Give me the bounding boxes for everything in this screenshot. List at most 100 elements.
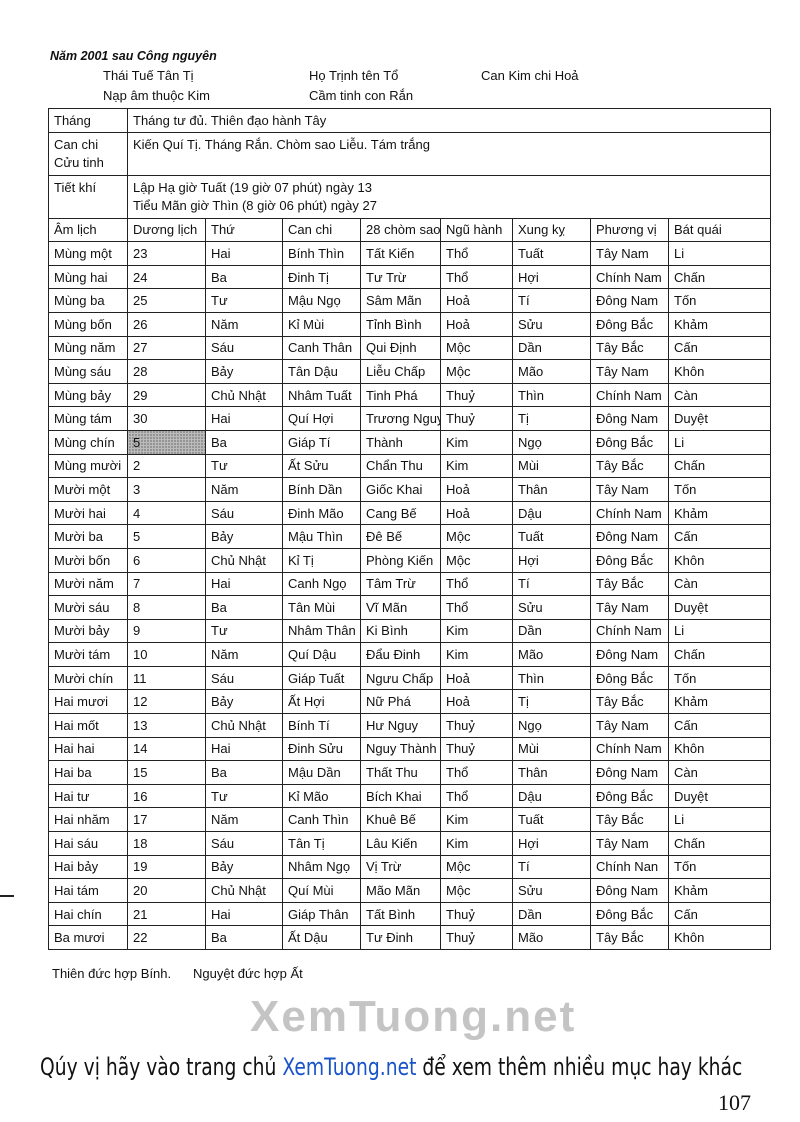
cell-duong-lich: 11 (127, 665, 206, 691)
cell-chom-sao: Khuê Bế (360, 807, 441, 833)
cell-bat-quai: Li (668, 429, 771, 455)
cell-can-chi: Đinh Sửu (282, 736, 361, 762)
cell-chom-sao: Chẩn Thu (360, 453, 441, 479)
cell-xung-ky: Thân (512, 760, 591, 785)
cell-bat-quai: Duyệt (668, 783, 771, 809)
margin-mark (0, 895, 14, 897)
cell-chom-sao: Tinh Phá (360, 382, 441, 408)
cell-phuong-vi: Đông Nam (590, 642, 669, 667)
cell-phuong-vi: Đông Nam (590, 878, 669, 903)
cell-xung-ky: Mão (512, 642, 591, 667)
cell-can-chi: Mậu Thìn (282, 524, 361, 549)
cell-thu: Ba (205, 264, 283, 290)
cell-bat-quai: Tốn (668, 665, 771, 691)
cell-bat-quai: Duyệt (668, 406, 771, 431)
cell-xung-ky: Thìn (512, 665, 591, 691)
cell-bat-quai: Chấn (668, 831, 771, 856)
table-row: Hai ba 15 Ba Mậu Dần Thất Thu Thổ Thân Đông Nam… (48, 760, 771, 785)
cell-ngu-hanh: Thổ (440, 595, 513, 620)
table-row: Mười bốn 6 Chủ Nhật Kỉ Tị Phòng Kiến Mộc Hợi Đô… (48, 547, 771, 573)
cell-phuong-vi: Tây Nam (590, 477, 669, 502)
cell-chom-sao: Nguy Thành (360, 736, 441, 762)
table-row: Mùng chín 5 Ba Giáp Tí Thành Kim Ngọ Đông Bắc Li (48, 429, 771, 455)
table-row: Mùng tám 30 Hai Quí Hợi Trương Nguy Thuỷ Tị Đôn… (48, 406, 771, 431)
cell-can-chi: Bính Tí (282, 713, 361, 738)
cell-am-lich: Mùng một (48, 241, 128, 266)
canchi-label-1: Can chi (54, 136, 99, 152)
cell-ngu-hanh: Kim (440, 618, 513, 644)
table-row: Hai chín 21 Hai Giáp Thân Tất Bình Thuỷ Dần Đôn… (48, 901, 771, 927)
cell-chom-sao: Đê Bế (360, 524, 441, 549)
cell-can-chi: Nhâm Thân (282, 618, 361, 644)
cell-thu: Hai (205, 571, 283, 597)
cell-duong-lich: 25 (127, 288, 206, 313)
cell-phuong-vi: Chính Nam (590, 736, 669, 762)
table-row: Mười một 3 Năm Bính Dần Giốc Khai Hoả Thân Tây … (48, 477, 771, 502)
year-title: Năm 2001 sau Công nguyên (50, 49, 217, 63)
cell-ngu-hanh: Kim (440, 642, 513, 667)
footer-link[interactable]: XemTuong.net (282, 1053, 417, 1081)
cell-thu: Sáu (205, 335, 283, 361)
cell-bat-quai: Duyệt (668, 595, 771, 620)
cell-xung-ky: Ngọ (512, 429, 591, 455)
header-xung-ky: Xung kỵ (512, 217, 591, 243)
cell-chom-sao: Hư Nguy (360, 713, 441, 738)
cell-ngu-hanh: Thổ (440, 760, 513, 785)
cell-xung-ky: Mùi (512, 453, 591, 479)
cell-duong-lich: 19 (127, 854, 206, 880)
header-chom-sao: 28 chòm sao (360, 217, 441, 243)
cell-xung-ky: Dậu (512, 783, 591, 809)
cell-ngu-hanh: Mộc (440, 359, 513, 384)
cell-am-lich: Ba mươi (48, 925, 128, 950)
cell-can-chi: Ất Hợi (282, 689, 361, 715)
cell-chom-sao: Sâm Mãn (360, 288, 441, 313)
watermark: XemTuong.net (250, 992, 577, 1041)
cell-duong-lich: 12 (127, 689, 206, 715)
table-row: Hai nhăm 17 Năm Canh Thìn Khuê Bế Kim Tuất Tây … (48, 807, 771, 833)
cell-can-chi: Giáp Thân (282, 901, 361, 927)
cell-xung-ky: Dần (512, 335, 591, 361)
cell-duong-lich: 20 (127, 878, 206, 903)
header-thu: Thứ (205, 217, 283, 243)
cell-duong-lich: 28 (127, 359, 206, 384)
cell-bat-quai: Chấn (668, 453, 771, 479)
cell-phuong-vi: Tây Bắc (590, 335, 669, 361)
cell-ngu-hanh: Thuỷ (440, 901, 513, 927)
page-number: 107 (718, 1090, 751, 1115)
cell-phuong-vi: Tây Nam (590, 241, 669, 266)
month-label: Tháng (48, 108, 128, 133)
cell-thu: Bảy (205, 359, 283, 384)
cell-am-lich: Mùng hai (48, 264, 128, 290)
cell-xung-ky: Hợi (512, 264, 591, 290)
cell-xung-ky: Thìn (512, 382, 591, 408)
cell-can-chi: Bính Dần (282, 477, 361, 502)
cell-phuong-vi: Tây Bắc (590, 571, 669, 597)
cell-phuong-vi: Tây Bắc (590, 925, 669, 950)
cell-xung-ky: Dần (512, 901, 591, 927)
cell-xung-ky: Tị (512, 406, 591, 431)
cell-xung-ky: Tuất (512, 524, 591, 549)
cell-bat-quai: Cấn (668, 335, 771, 361)
cell-xung-ky: Tuất (512, 807, 591, 833)
cell-ngu-hanh: Hoả (440, 477, 513, 502)
table-row: Hai mốt 13 Chủ Nhật Bính Tí Hư Nguy Thuỷ Ngọ Tâ… (48, 713, 771, 738)
thien-duc-note: Thiên đức hợp Bính. (52, 966, 172, 981)
cell-phuong-vi: Tây Nam (590, 831, 669, 856)
canchi-value: Kiến Quí Tị. Tháng Rắn. Chòm sao Liễu. T… (127, 131, 771, 176)
cell-can-chi: Giáp Tí (282, 429, 361, 455)
table-row: Mùng hai 24 Ba Đinh Tị Tư Trừ Thổ Hợi Chính Nam… (48, 264, 771, 290)
cell-duong-lich: 22 (127, 925, 206, 950)
table-row: Mười chín 11 Sáu Giáp Tuất Ngưu Chấp Hoả Thìn Đ… (48, 665, 771, 691)
table-row: Mười năm 7 Hai Canh Ngọ Tâm Trừ Thổ Tí Tây Bắc C… (48, 571, 771, 597)
ho-ten: Họ Trịnh tên Tổ (309, 68, 399, 83)
cell-can-chi: Nhâm Ngọ (282, 854, 361, 880)
table-row: Hai hai 14 Hai Đinh Sửu Nguy Thành Thuỷ Mùi Chí… (48, 736, 771, 762)
table-row: Hai sáu 18 Sáu Tân Tị Lâu Kiến Kim Hợi Tây Nam C… (48, 831, 771, 856)
cell-am-lich: Mười sáu (48, 595, 128, 620)
cell-bat-quai: Khôn (668, 547, 771, 573)
cell-thu: Tư (205, 618, 283, 644)
cell-duong-lich: 24 (127, 264, 206, 290)
cell-can-chi: Tân Mùi (282, 595, 361, 620)
cell-xung-ky: Sửu (512, 311, 591, 337)
cell-duong-lich: 8 (127, 595, 206, 620)
